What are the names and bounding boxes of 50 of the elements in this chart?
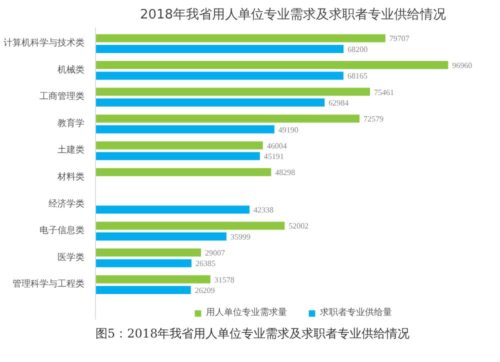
data-label: 26385 — [195, 259, 216, 268]
bar — [96, 141, 263, 150]
bar — [96, 114, 360, 123]
data-label: 72579 — [363, 114, 384, 124]
y-tick-label: 计算机科学与技术类 — [4, 38, 84, 49]
data-label: 26209 — [194, 286, 215, 296]
data-label: 45191 — [264, 152, 284, 162]
data-label: 52002 — [288, 222, 309, 231]
bar — [96, 286, 191, 294]
data-label: 96960 — [452, 61, 472, 70]
data-label: 79707 — [389, 34, 410, 44]
bar — [96, 88, 370, 96]
data-label: 48298 — [275, 168, 296, 178]
bar — [96, 34, 386, 42]
bar — [96, 275, 210, 284]
data-label: 31578 — [214, 275, 234, 284]
y-tick-label: 机械类 — [58, 64, 84, 76]
data-label: 42338 — [254, 206, 274, 215]
caption: 图5：2018年我省用人单位专业需求及求职者专业供给情况 — [96, 326, 410, 340]
bar — [96, 248, 202, 257]
y-tick-label: 工商管理类 — [40, 91, 84, 102]
bar — [96, 206, 250, 214]
data-label: 62984 — [328, 98, 349, 108]
data-label: 75461 — [374, 88, 394, 97]
legend-label: 用人单位专业需求量 — [206, 306, 287, 319]
bar — [96, 152, 260, 160]
y-tick-label: 经济学类 — [48, 198, 84, 210]
data-label: 68200 — [348, 44, 368, 54]
data-label: 46004 — [266, 141, 287, 150]
bar — [96, 72, 344, 80]
chart-title: 2018年我省用人单位专业需求及求职者专业供给情况 — [140, 8, 446, 22]
data-label: 29007 — [205, 248, 226, 258]
bar — [96, 232, 226, 240]
data-label: 68165 — [347, 72, 368, 81]
bar — [96, 60, 448, 70]
bar — [96, 168, 272, 176]
y-tick-label: 材料类 — [56, 172, 84, 183]
y-tick-label: 管理科学与工程类 — [12, 278, 84, 290]
y-tick-label: 电子信息类 — [40, 225, 84, 236]
y-tick-label: 教育学 — [58, 118, 84, 129]
bar — [96, 222, 285, 230]
data-label: 35999 — [230, 232, 250, 242]
bar — [96, 259, 192, 268]
bar — [96, 125, 274, 134]
bar — [96, 98, 325, 107]
legend-label: 求职者专业供给量 — [320, 306, 392, 319]
y-tick-label: 土建类 — [58, 144, 84, 156]
y-tick-label: 医学类 — [58, 252, 84, 263]
bar — [96, 44, 344, 53]
data-label: 49190 — [278, 125, 298, 134]
